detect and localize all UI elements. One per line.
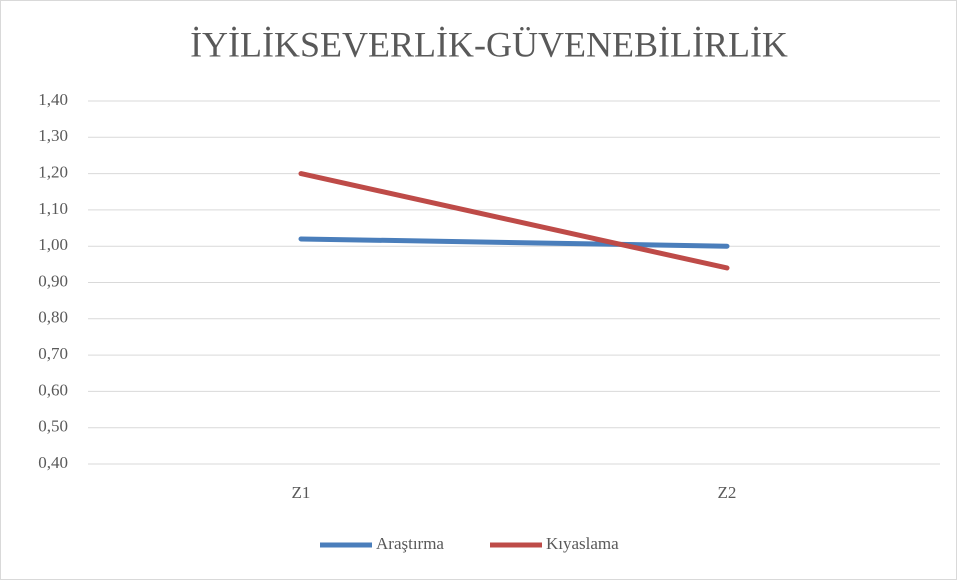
data-line — [298, 236, 730, 249]
y-tick-label: 1,10 — [38, 199, 68, 218]
y-tick-label: 1,40 — [38, 90, 68, 109]
y-tick-label: 0,70 — [38, 344, 68, 363]
y-tick-label: 0,90 — [38, 271, 68, 290]
legend-label: Araştırma — [376, 534, 444, 553]
x-tick-label: Z2 — [718, 483, 737, 502]
y-tick-label: 1,00 — [38, 235, 68, 254]
y-tick-label: 0,80 — [38, 308, 68, 327]
y-tick-label: 1,20 — [38, 163, 68, 182]
y-tick-label: 1,30 — [38, 126, 68, 145]
data-line — [298, 171, 730, 271]
legend-label: Kıyaslama — [546, 534, 619, 553]
chart-title: İYİLİKSEVERLİK-GÜVENEBİLİRLİK — [190, 24, 788, 64]
x-tick-label: Z1 — [292, 483, 311, 502]
y-tick-label: 0,50 — [38, 417, 68, 436]
y-tick-label: 0,40 — [38, 453, 68, 472]
y-tick-label: 0,60 — [38, 380, 68, 399]
